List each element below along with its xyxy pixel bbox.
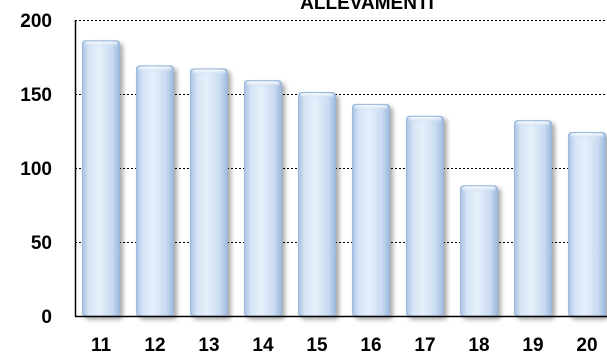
x-axis-ticks: 11 12 13 14 15 16 17 18 19 20: [91, 335, 598, 356]
x-tick-label: 15: [306, 335, 328, 356]
bar-14: [244, 80, 282, 317]
bar: [298, 92, 336, 317]
y-axis-ticks: 0 50 100 150 200: [20, 11, 52, 328]
bar: [190, 68, 228, 317]
bar-15: [298, 92, 336, 317]
x-tick-label: 12: [144, 335, 165, 356]
bar: [82, 40, 120, 317]
y-tick-label: 200: [20, 11, 52, 32]
x-tick-label: 16: [360, 335, 381, 356]
bar-highlight: [300, 93, 334, 99]
y-tick-label: 150: [20, 85, 52, 106]
bar-highlight: [138, 66, 172, 72]
x-tick-label: 13: [198, 335, 219, 356]
x-tick-label: 19: [522, 335, 543, 356]
x-tick-label: 14: [252, 335, 274, 356]
bar-highlight: [246, 81, 280, 87]
bar-18: [460, 185, 498, 317]
bar-highlight: [84, 41, 118, 47]
bar-highlight: [462, 186, 496, 192]
bar-highlight: [192, 69, 226, 75]
bar: [244, 80, 282, 317]
chart-title: ALLEVAMENTI: [300, 0, 434, 14]
bar: [514, 120, 552, 317]
bar-20: [568, 131, 606, 317]
y-tick-label: 100: [20, 159, 52, 180]
x-tick-label: 17: [414, 335, 435, 356]
bar-17: [406, 115, 444, 317]
y-tick-label: 0: [41, 307, 52, 328]
x-tick-label: 18: [468, 335, 489, 356]
bar: [136, 65, 174, 317]
bar: [568, 131, 606, 317]
bar-highlight: [516, 121, 550, 127]
bars: [82, 40, 606, 317]
bar-highlight: [570, 133, 604, 139]
bar-19: [514, 120, 552, 317]
bar-12: [136, 65, 174, 317]
bar: [406, 115, 444, 317]
bar-11: [82, 40, 120, 317]
y-tick-label: 50: [31, 233, 52, 254]
bar-highlight: [408, 117, 442, 123]
bar: [352, 103, 390, 317]
bar-13: [190, 68, 228, 317]
bar-highlight: [354, 105, 388, 111]
bar-16: [352, 103, 390, 317]
x-tick-label: 20: [576, 335, 597, 356]
bar: [460, 185, 498, 317]
x-tick-label: 11: [91, 335, 112, 356]
